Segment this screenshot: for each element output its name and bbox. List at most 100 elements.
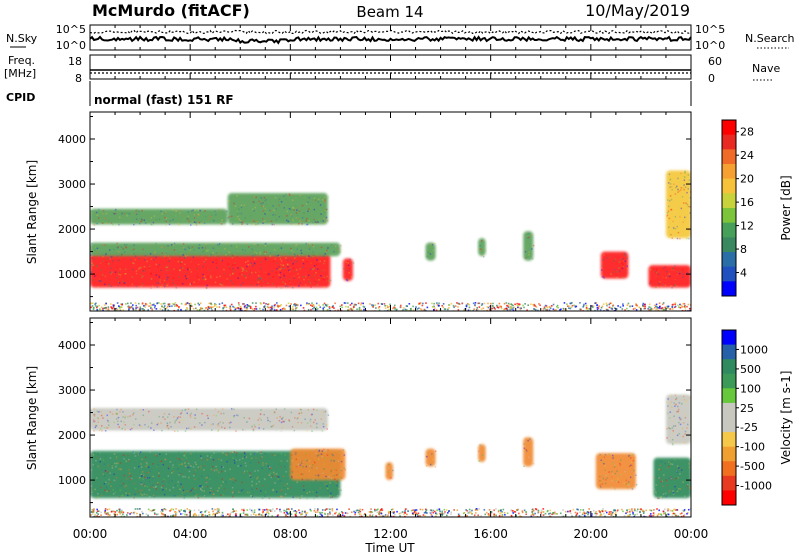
echo-speckle <box>116 488 118 491</box>
echo-speckle <box>112 261 114 264</box>
echo-speckle <box>335 474 338 476</box>
colorbar-segment <box>722 359 736 375</box>
near-range-speckle <box>583 511 585 514</box>
echo-speckle <box>662 493 665 496</box>
echo-speckle <box>345 261 347 264</box>
echo-speckle <box>91 210 93 212</box>
cpid-label: CPID <box>6 91 35 104</box>
near-range-speckle <box>310 308 312 311</box>
echo-speckle <box>687 188 690 190</box>
echo-speckle <box>186 490 188 492</box>
echo-speckle <box>133 408 135 411</box>
echo-speckle <box>222 284 225 286</box>
echo-speckle <box>633 469 635 472</box>
near-range-speckle <box>623 515 626 517</box>
near-range-speckle <box>368 511 371 513</box>
near-range-speckle <box>308 302 310 305</box>
echo-speckle <box>203 275 206 278</box>
echo-speckle <box>667 465 670 468</box>
echo-speckle <box>210 487 212 489</box>
power-echo-region <box>523 231 534 261</box>
echo-speckle <box>676 477 678 479</box>
echo-speckle <box>669 183 672 185</box>
echo-speckle <box>217 424 220 427</box>
echo-speckle <box>165 274 167 276</box>
near-range-speckle <box>135 308 137 311</box>
echo-speckle <box>158 475 160 477</box>
echo-speckle <box>118 272 121 274</box>
near-range-speckle <box>416 513 419 516</box>
near-range-speckle <box>266 510 269 512</box>
near-range-speckle <box>237 302 240 304</box>
echo-speckle <box>620 459 622 461</box>
near-range-speckle <box>610 307 613 310</box>
echo-speckle <box>224 487 226 490</box>
near-range-speckle <box>111 307 113 309</box>
near-range-speckle <box>121 303 123 306</box>
near-range-speckle <box>150 307 152 309</box>
near-range-speckle <box>92 509 95 512</box>
near-range-speckle <box>141 302 144 305</box>
echo-speckle <box>124 268 127 270</box>
echo-speckle <box>315 221 317 224</box>
echo-speckle <box>303 489 305 491</box>
echo-speckle <box>113 212 115 215</box>
echo-speckle <box>118 271 120 274</box>
echo-speckle <box>624 482 627 484</box>
echo-speckle <box>102 221 104 223</box>
echo-speckle <box>152 475 154 478</box>
echo-speckle <box>108 285 111 287</box>
echo-speckle <box>133 482 136 485</box>
echo-speckle <box>99 458 102 460</box>
echo-speckle <box>176 475 179 477</box>
near-range-speckle <box>537 511 540 513</box>
echo-speckle <box>686 272 689 274</box>
echo-speckle <box>330 470 332 473</box>
echo-speckle <box>205 481 208 484</box>
near-range-speckle <box>406 513 408 516</box>
echo-speckle <box>682 435 684 438</box>
echo-speckle <box>251 495 254 498</box>
echo-speckle <box>200 488 202 490</box>
echo-speckle <box>308 196 311 199</box>
echo-speckle <box>291 471 294 474</box>
echo-speckle <box>123 282 126 285</box>
echo-speckle <box>90 485 93 487</box>
echo-speckle <box>181 419 184 422</box>
near-range-speckle <box>671 510 674 512</box>
echo-speckle <box>201 255 203 258</box>
near-range-speckle <box>169 509 171 512</box>
near-range-speckle <box>667 509 669 512</box>
near-range-speckle <box>456 509 459 512</box>
near-range-speckle <box>632 308 635 310</box>
near-range-speckle <box>671 308 674 310</box>
near-range-speckle <box>500 305 502 308</box>
echo-speckle <box>115 412 118 415</box>
near-range-speckle <box>625 512 627 515</box>
echo-speckle <box>302 266 305 268</box>
echo-speckle <box>152 477 154 480</box>
echo-speckle <box>663 474 665 476</box>
echo-speckle <box>197 263 200 266</box>
near-range-speckle <box>156 513 158 516</box>
echo-speckle <box>624 260 627 262</box>
echo-speckle <box>103 463 105 465</box>
near-range-speckle <box>402 307 405 309</box>
near-range-speckle <box>205 509 208 512</box>
echo-speckle <box>283 276 285 279</box>
velocity-echo-region <box>665 394 691 445</box>
echo-speckle <box>532 244 535 247</box>
echo-speckle <box>323 457 326 460</box>
near-range-speckle <box>680 512 683 514</box>
echo-speckle <box>684 216 686 219</box>
near-range-speckle <box>325 508 327 511</box>
near-range-speckle <box>480 515 482 517</box>
near-range-speckle <box>155 308 158 310</box>
echo-speckle <box>306 459 308 462</box>
echo-speckle <box>92 264 94 266</box>
near-range-speckle <box>512 307 515 309</box>
echo-speckle <box>119 268 121 271</box>
near-range-speckle <box>396 308 398 311</box>
echo-speckle <box>317 454 320 456</box>
echo-speckle <box>264 207 267 210</box>
